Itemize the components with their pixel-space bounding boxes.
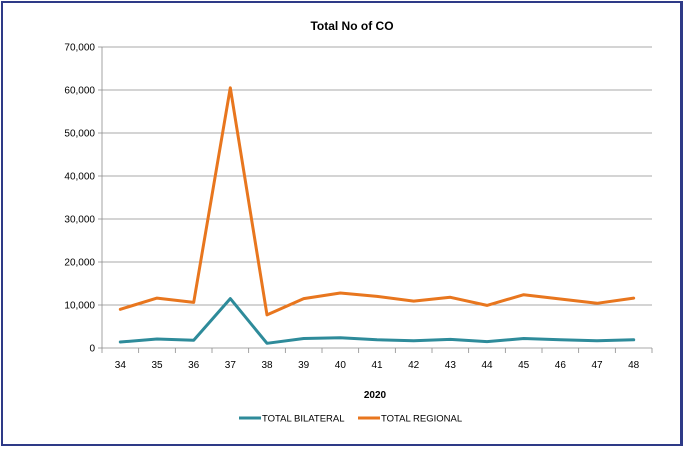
legend-label: TOTAL REGIONAL <box>381 414 462 425</box>
y-tick-label: 60,000 <box>64 86 95 97</box>
x-tick-label: 46 <box>555 360 567 371</box>
y-tick-label: 0 <box>89 344 95 355</box>
y-tick-label: 10,000 <box>64 301 95 312</box>
x-tick-label: 43 <box>445 360 457 371</box>
y-tick-label: 40,000 <box>64 172 95 183</box>
x-tick-label: 40 <box>335 360 347 371</box>
x-tick-label: 44 <box>481 360 493 371</box>
y-tick-label: 50,000 <box>64 129 95 140</box>
legend-label: TOTAL BILATERAL <box>262 414 345 425</box>
gridlines <box>102 46 652 306</box>
x-tick-label: 35 <box>151 360 163 371</box>
x-tick-label: 42 <box>408 360 420 371</box>
x-axis-label: 2020 <box>364 390 387 401</box>
x-tick-label: 48 <box>628 360 640 371</box>
series-line-total-bilateral <box>118 297 636 345</box>
x-tick-label: 34 <box>115 360 127 371</box>
x-tick-label: 47 <box>591 360 603 371</box>
legend: TOTAL BILATERAL TOTAL REGIONAL <box>239 414 462 425</box>
series-line-total-regional <box>118 86 636 317</box>
chart-frame <box>1 1 683 446</box>
x-tick-label: 39 <box>298 360 310 371</box>
x-tick-label: 41 <box>371 360 383 371</box>
x-tick-label: 45 <box>518 360 530 371</box>
series-lines <box>118 86 636 345</box>
y-axis: 0 10,000 20,000 30,000 40,000 50,000 60,000 70,… <box>64 43 103 355</box>
chart-title: Total No of CO <box>310 19 393 33</box>
x-tick-label: 36 <box>188 360 200 371</box>
x-tick-label: 37 <box>225 360 237 371</box>
y-tick-label: 20,000 <box>64 258 95 269</box>
x-tick-label: 38 <box>261 360 273 371</box>
x-axis: 34 35 36 37 38 39 40 41 42 43 44 45 46 47 48 <box>101 347 653 371</box>
y-tick-label: 70,000 <box>64 43 95 54</box>
y-tick-label: 30,000 <box>64 215 95 226</box>
